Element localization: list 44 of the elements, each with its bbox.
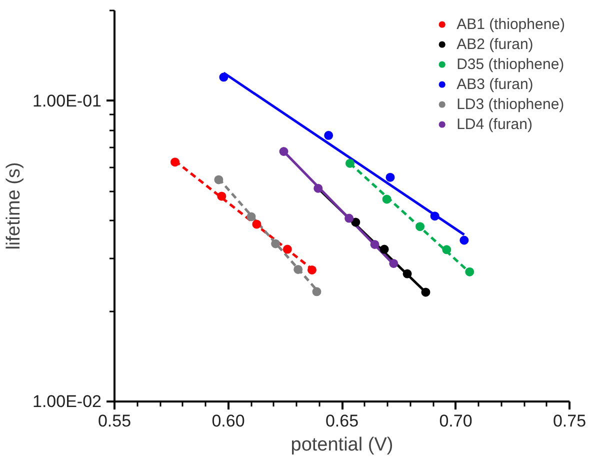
point: [465, 267, 474, 276]
point: [386, 172, 395, 182]
point: [421, 288, 430, 297]
x-tick-label: 0.70: [439, 412, 472, 430]
y-tick-label: 1.00E-02: [32, 392, 102, 411]
point: [345, 158, 354, 168]
point: [307, 265, 316, 274]
point: [380, 244, 389, 254]
x-axis-title: potential (V): [290, 434, 394, 456]
point: [282, 244, 292, 254]
x-tick-label: 0.65: [325, 412, 359, 430]
point: [252, 220, 262, 229]
legend-label: LD4 (furan): [456, 116, 532, 132]
point: [389, 258, 398, 268]
legend-label: D35 (thiophene): [456, 56, 564, 72]
y-axis-title: lifetime (s): [4, 162, 25, 250]
legend-label: AB2 (furan): [456, 36, 534, 52]
point: [170, 158, 180, 167]
x-tick-label: 0.75: [552, 412, 586, 430]
x-tick-label: 0.55: [98, 412, 132, 430]
point: [217, 192, 226, 201]
point: [294, 264, 303, 274]
legend-label: LD3 (thiophene): [456, 96, 564, 112]
point: [430, 212, 440, 221]
point: [370, 240, 380, 249]
point: [442, 245, 452, 254]
point: [402, 269, 412, 278]
point: [351, 218, 360, 227]
point: [279, 147, 288, 156]
point: [271, 239, 280, 248]
point: [246, 212, 256, 222]
point: [324, 130, 334, 140]
legend-label: AB1 (thiophene): [456, 16, 565, 32]
point: [314, 184, 323, 193]
point: [214, 175, 224, 184]
point: [312, 287, 322, 296]
legend-label: AB3 (furan): [456, 76, 534, 92]
x-tick-label: 0.60: [212, 412, 245, 430]
point: [344, 214, 354, 223]
point: [219, 72, 228, 82]
point: [382, 194, 392, 204]
y-tick-label: 1.00E-01: [32, 91, 102, 110]
point: [416, 222, 425, 232]
point: [460, 236, 469, 245]
